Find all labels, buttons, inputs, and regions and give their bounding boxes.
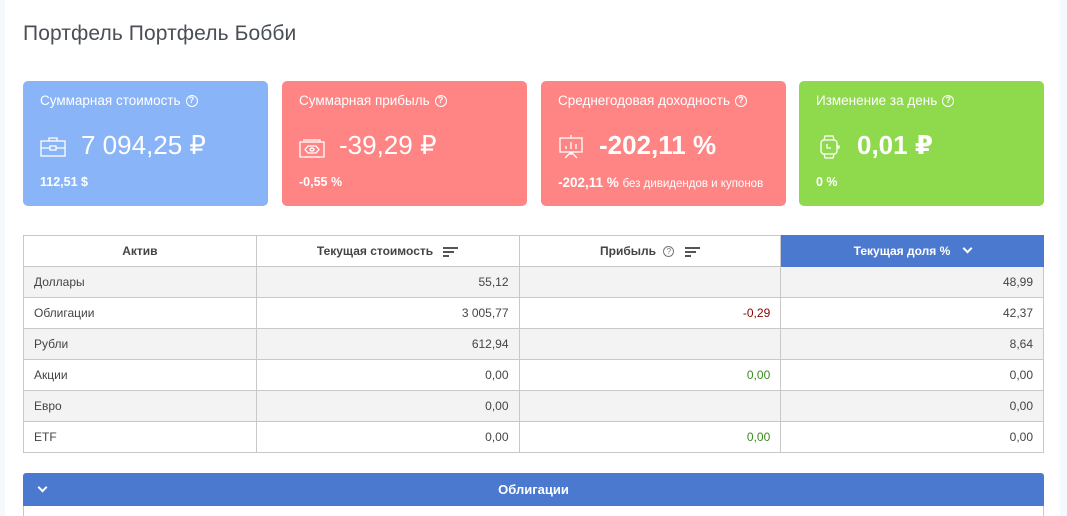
card-total-value: Суммарная стоимость ? 7 094,25 ₽ 112,51 … [23,81,268,206]
bonds-section-header[interactable]: Облигации [23,473,1044,506]
sub-value-text: -0,55 % [299,175,343,189]
cell-profit [518,266,782,298]
card-sub-value: -202,11 % без дивидендов и купонов [558,175,763,190]
table-row[interactable]: ETF 0,00 0,00 0,00 [23,421,1044,453]
cell-share: 0,00 [780,359,1044,391]
card-sub-value: 112,51 $ [40,175,88,189]
card-value: 7 094,25 ₽ [81,130,206,160]
card-title: Изменение за день ? [816,93,955,108]
column-header-current-share[interactable]: Текущая доля % [780,235,1044,267]
question-circle-icon[interactable]: ? [663,246,675,258]
table-header-row: Актив Текущая стоимость Прибыль ? Текуща… [23,235,1044,267]
sub-value-suffix: без дивидендов и купонов [622,178,764,190]
table-row[interactable]: Облигации 3 005,77 -0,29 42,37 [23,297,1044,329]
card-title-text: Среднегодовая доходность [558,93,730,108]
card-sub-value: 0 % [816,175,838,189]
sub-value-text: -202,11 % [558,175,619,190]
sort-icon[interactable] [684,246,700,257]
cell-asset: Облигации [23,297,257,329]
card-value: 0,01 ₽ [857,130,933,160]
card-daily-change: Изменение за день ? 0,01 ₽ 0 % [799,81,1044,206]
card-title: Среднегодовая доходность ? [558,93,747,108]
presentation-chart-icon [559,135,583,159]
table-row[interactable]: Евро 0,00 0,00 [23,390,1044,422]
assets-table: Актив Текущая стоимость Прибыль ? Текуща… [23,235,1044,453]
question-circle-icon[interactable]: ? [734,94,747,107]
column-label: Актив [122,244,158,258]
card-sub-value: -0,55 % [299,175,342,189]
sub-value-text: 112,51 $ [40,175,88,189]
card-title-text: Суммарная прибыль [299,93,430,108]
table-row[interactable]: Доллары 55,12 48,99 [23,266,1044,298]
cell-asset: Евро [23,390,257,422]
chevron-down-icon[interactable] [37,482,48,493]
sort-icon[interactable] [443,246,459,257]
cell-value: 3 005,77 [255,297,520,329]
cell-share: 48,99 [780,266,1044,298]
column-header-current-value[interactable]: Текущая стоимость [255,235,520,267]
cell-asset: Доллары [23,266,257,298]
card-value: -39,29 ₽ [339,130,437,160]
card-title-text: Изменение за день [816,93,938,108]
cell-value: 0,00 [255,421,520,453]
cell-share: 8,64 [780,328,1044,360]
card-annual-yield: Среднегодовая доходность ? -202,11 % -20… [541,81,786,206]
money-bill-icon [299,139,325,158]
chevron-down-icon[interactable] [962,243,973,254]
summary-cards: Суммарная стоимость ? 7 094,25 ₽ 112,51 … [23,81,1044,206]
cell-asset: Рубли [23,328,257,360]
cell-profit: 0,00 [518,421,782,453]
card-title-text: Суммарная стоимость [40,93,181,108]
question-circle-icon[interactable]: ? [185,94,198,107]
column-label: Прибыль [600,244,657,258]
card-value: -202,11 % [599,130,717,160]
page: Портфель Портфель Бобби Суммарная стоимо… [5,0,1060,516]
bonds-section-body [23,506,1044,516]
cell-asset: Акции [23,359,257,391]
watch-icon [820,135,840,159]
cell-profit: -0,29 [518,297,782,329]
section-title: Облигации [498,482,569,497]
column-header-asset[interactable]: Актив [23,235,257,267]
cell-share: 42,37 [780,297,1044,329]
column-label: Текущая стоимость [316,244,434,258]
card-total-profit: Суммарная прибыль ? -39,29 ₽ -0,55 % [282,81,527,206]
cell-value: 55,12 [255,266,520,298]
question-circle-icon[interactable]: ? [434,94,447,107]
question-circle-icon[interactable]: ? [942,94,955,107]
column-header-profit[interactable]: Прибыль ? [518,235,782,267]
page-title: Портфель Портфель Бобби [23,22,297,45]
table-row[interactable]: Акции 0,00 0,00 0,00 [23,359,1044,391]
briefcase-icon [40,137,66,157]
cell-value: 0,00 [255,390,520,422]
cell-value: 0,00 [255,359,520,391]
cell-value: 612,94 [255,328,520,360]
card-title: Суммарная стоимость ? [40,93,198,108]
table-row[interactable]: Рубли 612,94 8,64 [23,328,1044,360]
cell-profit: 0,00 [518,359,782,391]
card-title: Суммарная прибыль ? [299,93,447,108]
sub-value-text: 0 % [816,175,838,189]
cell-share: 0,00 [780,390,1044,422]
cell-asset: ETF [23,421,257,453]
column-label: Текущая доля % [853,244,951,258]
cell-profit [518,390,782,422]
cell-profit [518,328,782,360]
cell-share: 0,00 [780,421,1044,453]
